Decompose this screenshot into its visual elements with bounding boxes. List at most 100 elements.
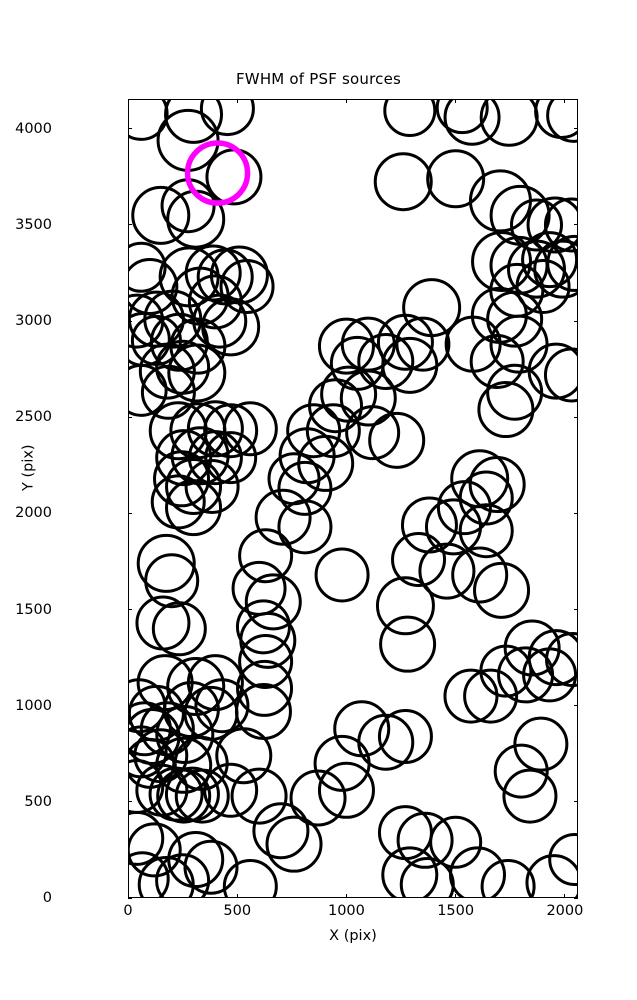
psf-source-circle bbox=[137, 856, 195, 898]
psf-source-circle bbox=[199, 99, 255, 137]
psf-source-circle bbox=[526, 196, 578, 254]
y-tick-label: 1000 bbox=[15, 697, 52, 714]
psf-source-circle bbox=[510, 198, 563, 252]
psf-source-circle bbox=[150, 474, 206, 530]
psf-source-circle bbox=[174, 768, 230, 824]
psf-source-circle bbox=[391, 532, 447, 588]
psf-source-circle bbox=[497, 646, 555, 704]
psf-source-circle bbox=[128, 822, 182, 878]
psf-source-circle bbox=[238, 528, 294, 584]
psf-source-circle bbox=[383, 99, 437, 138]
psf-source-circle bbox=[449, 846, 507, 898]
psf-source-circle bbox=[479, 99, 539, 147]
x-tick-mark bbox=[564, 894, 566, 898]
psf-source-circle bbox=[480, 858, 536, 898]
psf-source-circle bbox=[149, 312, 209, 372]
highlighted-psf-source-circle[interactable] bbox=[184, 140, 251, 206]
x-axis-label: X (pix) bbox=[329, 928, 377, 944]
y-tick-mark bbox=[128, 224, 132, 226]
psf-source-circle bbox=[289, 769, 347, 827]
psf-source-circle bbox=[128, 363, 168, 417]
psf-source-circle bbox=[399, 857, 455, 898]
psf-source-circle bbox=[543, 347, 578, 403]
y-tick-mark bbox=[128, 416, 132, 418]
psf-source-circle bbox=[534, 99, 578, 139]
psf-source-circle bbox=[131, 185, 191, 245]
psf-source-circle bbox=[187, 430, 243, 486]
y-tick-mark bbox=[128, 897, 132, 899]
psf-source-circle bbox=[435, 99, 489, 135]
y-tick-label: 2500 bbox=[15, 409, 52, 426]
psf-source-circle bbox=[314, 547, 370, 603]
psf-source-circle bbox=[493, 743, 549, 799]
psf-source-circle bbox=[443, 668, 499, 724]
y-tick-label: 1500 bbox=[15, 601, 52, 618]
psf-source-circle bbox=[507, 239, 566, 299]
psf-source-circle bbox=[313, 734, 371, 792]
y-tick-mark bbox=[574, 128, 578, 130]
psf-source-circle bbox=[170, 426, 230, 486]
psf-source-circle bbox=[165, 479, 223, 537]
psf-source-circle bbox=[443, 99, 501, 146]
psf-source-circle bbox=[151, 601, 207, 657]
psf-source-circle bbox=[239, 611, 297, 669]
psf-source-circle bbox=[238, 633, 294, 689]
psf-source-circle bbox=[155, 339, 211, 395]
psf-source-circle bbox=[254, 488, 312, 546]
psf-source-circle bbox=[166, 189, 226, 249]
psf-source-circle bbox=[521, 231, 578, 289]
x-tick-mark bbox=[455, 894, 457, 898]
x-tick-label: 0 bbox=[123, 903, 133, 919]
plot-axes[interactable] bbox=[128, 99, 578, 898]
x-tick-mark bbox=[236, 894, 238, 898]
psf-source-circle bbox=[222, 401, 278, 457]
psf-source-circle bbox=[244, 573, 302, 631]
y-tick-label: 2000 bbox=[15, 505, 52, 522]
psf-source-circle bbox=[169, 317, 227, 375]
psf-source-circle bbox=[222, 858, 278, 898]
y-tick-mark bbox=[574, 224, 578, 226]
psf-source-circle bbox=[148, 401, 208, 461]
psf-source-circle bbox=[381, 336, 439, 394]
y-tick-mark bbox=[574, 416, 578, 418]
psf-source-circle bbox=[502, 768, 558, 824]
x-tick-mark bbox=[127, 894, 129, 898]
psf-source-circle bbox=[468, 169, 532, 233]
psf-source-circle bbox=[128, 241, 167, 293]
psf-source-circle bbox=[252, 802, 310, 860]
psf-source-circle bbox=[463, 668, 519, 724]
y-tick-mark bbox=[128, 320, 132, 322]
psf-source-circle bbox=[144, 553, 200, 609]
psf-source-circle bbox=[235, 599, 291, 655]
psf-source-circle bbox=[375, 576, 435, 636]
psf-source-circle bbox=[219, 258, 275, 314]
psf-source-circle bbox=[140, 364, 196, 420]
y-tick-mark bbox=[574, 801, 578, 803]
psf-source-circle bbox=[503, 619, 561, 677]
psf-source-circle bbox=[230, 767, 288, 825]
y-tick-mark bbox=[574, 609, 578, 611]
psf-source-circle bbox=[486, 363, 544, 421]
x-tick-mark bbox=[345, 894, 347, 898]
y-tick-label: 0 bbox=[42, 890, 52, 906]
psf-source-circle bbox=[436, 480, 492, 536]
y-tick-mark bbox=[574, 320, 578, 322]
psf-source-circle bbox=[184, 458, 240, 514]
psf-source-circle bbox=[167, 343, 227, 403]
psf-source-circle bbox=[418, 542, 476, 600]
psf-source-circle bbox=[546, 99, 578, 143]
psf-source-circle bbox=[458, 470, 514, 526]
psf-source-circle bbox=[138, 342, 196, 400]
psf-source-circle bbox=[543, 197, 578, 253]
x-tick-mark bbox=[564, 99, 566, 103]
psf-source-circle bbox=[277, 460, 333, 516]
psf-source-circle bbox=[396, 811, 454, 869]
psf-source-circle bbox=[377, 708, 433, 764]
psf-source-circle bbox=[136, 533, 196, 593]
psf-source-circle bbox=[471, 230, 533, 292]
psf-source-circle bbox=[277, 499, 333, 555]
psf-source-circle bbox=[451, 546, 509, 604]
psf-source-circle bbox=[203, 403, 259, 459]
psf-source-circle bbox=[368, 411, 426, 469]
